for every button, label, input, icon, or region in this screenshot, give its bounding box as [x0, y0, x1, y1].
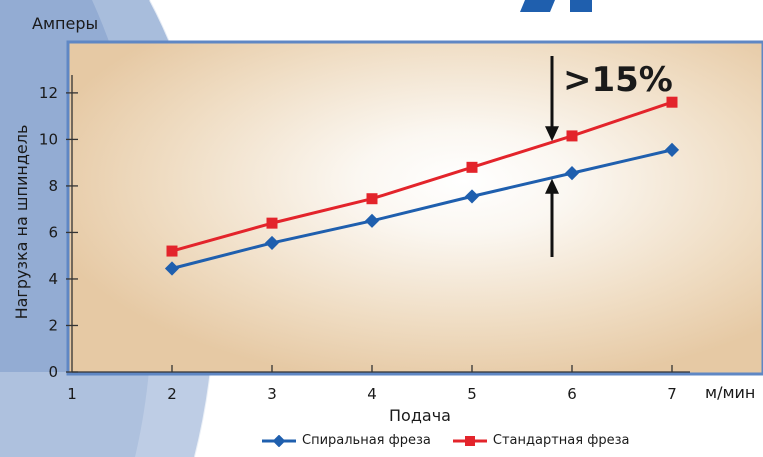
- legend: Спиральная фреза Стандартная фреза: [262, 433, 629, 448]
- series-line-0: [171, 148, 673, 270]
- legend-label-standard: Стандартная фреза: [492, 433, 630, 448]
- y-unit-label: Амперы: [32, 14, 98, 33]
- series-1-point-0: [166, 245, 178, 257]
- x-tick-label-3: 3: [267, 385, 277, 403]
- x-unit-label: м/мин: [705, 383, 755, 402]
- x-tick-label-6: 6: [567, 385, 577, 403]
- series-0-point-5: [664, 142, 680, 157]
- series-1-point-5: [666, 96, 678, 108]
- annotation-arrow-up-head: [545, 178, 559, 194]
- series-0-point-0: [164, 261, 180, 276]
- y-axis-title: Нагрузка на шпиндель: [12, 125, 31, 320]
- series-0-point-2: [364, 213, 380, 228]
- y-tick-label-8: 8: [48, 177, 58, 195]
- y-tick-label-6: 6: [48, 223, 58, 241]
- x-tick-label-4: 4: [367, 385, 377, 403]
- y-tick-label-2: 2: [48, 316, 58, 334]
- y-tick-label-0: 0: [48, 363, 58, 381]
- x-axis-title: Подача: [389, 406, 451, 425]
- series-0-point-4: [564, 166, 580, 181]
- y-tick-label-12: 12: [39, 84, 58, 102]
- series-0-point-1: [264, 235, 280, 250]
- legend-swatch-spiral: [262, 434, 296, 447]
- legend-swatch-standard: [452, 435, 487, 446]
- legend-item-spiral: Спиральная фреза: [262, 433, 431, 448]
- x-tick-label-7: 7: [667, 385, 677, 403]
- legend-item-standard: Стандартная фреза: [452, 433, 630, 448]
- annotation-label: >15%: [563, 60, 673, 100]
- series-1-point-4: [566, 130, 578, 142]
- series-0-point-3: [464, 189, 480, 204]
- legend-label-spiral: Спиральная фреза: [302, 433, 431, 448]
- annotation-arrow-down-head: [545, 126, 559, 142]
- series-1-point-3: [466, 161, 478, 173]
- y-tick-label-10: 10: [39, 130, 58, 148]
- x-tick-label-5: 5: [467, 385, 477, 403]
- series-line-1: [171, 100, 673, 253]
- x-tick-label-1: 1: [67, 385, 77, 403]
- plot-area: [66, 40, 763, 376]
- series-1-point-1: [266, 217, 278, 229]
- y-tick-label-4: 4: [48, 270, 58, 288]
- x-tick-label-2: 2: [167, 385, 177, 403]
- series-1-point-2: [366, 193, 378, 205]
